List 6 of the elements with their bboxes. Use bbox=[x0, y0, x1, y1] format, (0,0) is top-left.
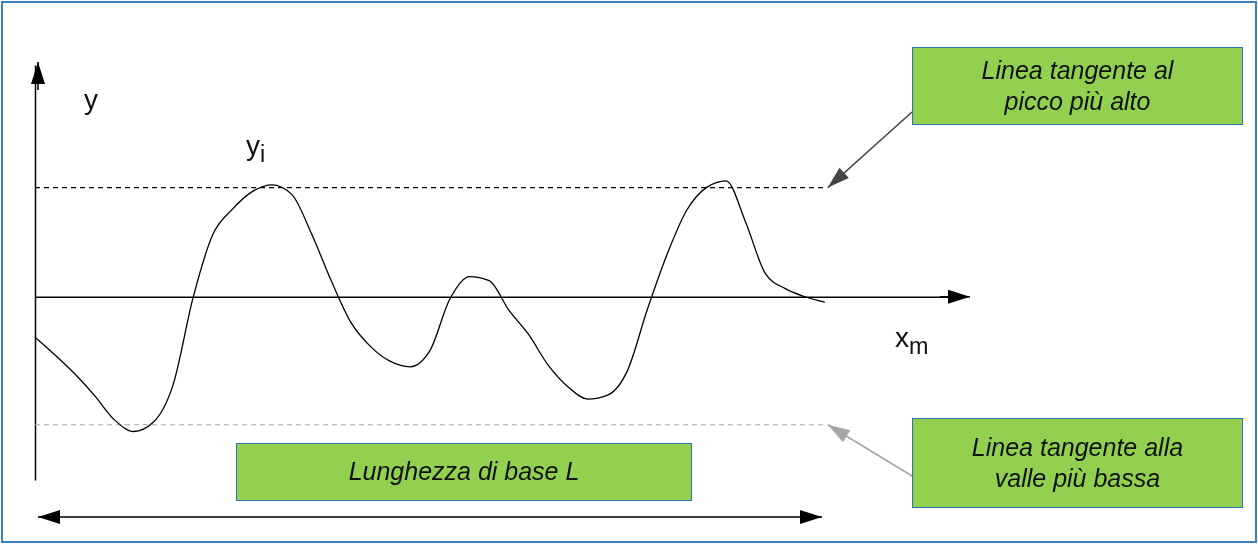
legend-label: Linea tangente alla valle più bassa bbox=[912, 418, 1243, 508]
text: y$_{i}$ bbox=[246, 130, 266, 168]
y-axis-title: y bbox=[84, 84, 98, 116]
text: Lunghezza di base L bbox=[236, 443, 692, 501]
ref-line-label: Linea tangente al picco più alto bbox=[912, 47, 1243, 125]
x-axis-title: x$_{m}$ bbox=[895, 322, 929, 360]
